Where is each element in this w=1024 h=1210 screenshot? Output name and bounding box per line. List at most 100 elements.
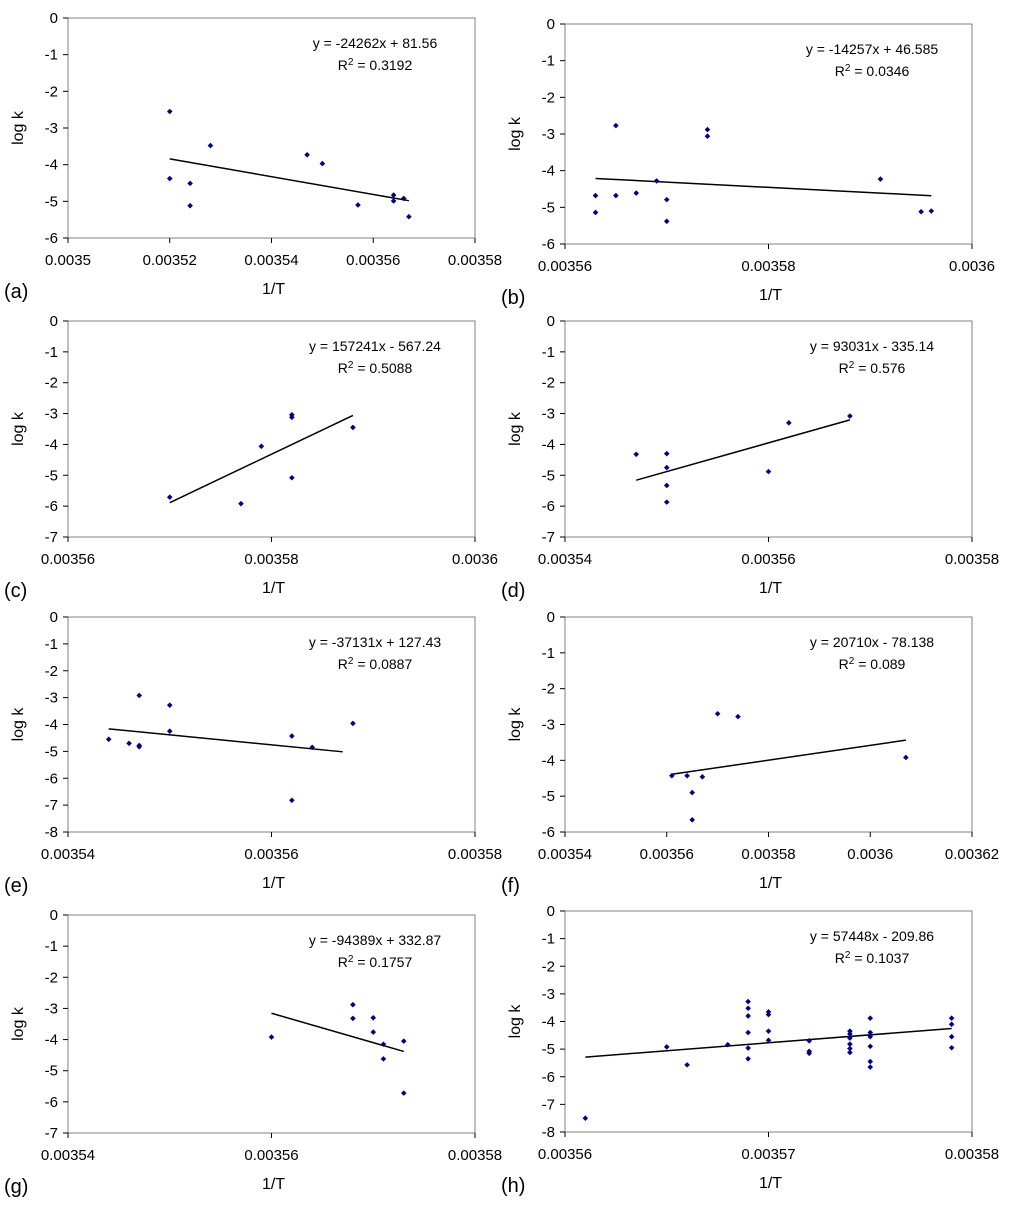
- y-tick-label: -4: [45, 436, 58, 453]
- data-point: [669, 772, 675, 779]
- r-squared-value: = 0.3192: [353, 57, 412, 73]
- y-tick-label: 0: [547, 313, 555, 330]
- r-squared-exponent: 2: [849, 656, 855, 667]
- y-tick-label: 0: [547, 903, 555, 920]
- data-point: [928, 208, 935, 214]
- data-point: [400, 1038, 407, 1044]
- panel-label: (d): [501, 580, 525, 602]
- data-point: [268, 1034, 275, 1040]
- data-point: [613, 192, 619, 199]
- data-point: [948, 1021, 955, 1028]
- trend-line: [636, 419, 851, 481]
- data-point: [380, 1041, 387, 1048]
- x-tick-label: 0.0035: [45, 252, 91, 269]
- panel-label: (g): [4, 1176, 28, 1198]
- x-tick-label: 0.00354: [538, 551, 592, 568]
- r-squared-exponent: 2: [348, 656, 354, 667]
- r-squared-label: R2 = 0.1757: [338, 954, 413, 971]
- x-tick-label: 0.00358: [244, 551, 298, 568]
- y-axis-label: log k: [507, 411, 524, 446]
- x-tick-label: 0.00358: [945, 551, 999, 568]
- chart-panel-3: 0 -1 -2 -3 -4 -5 -6 -7 0.00356 0.00358 0.0036 1/T lo…: [4, 313, 498, 602]
- x-tick-label: 0.00358: [448, 1147, 502, 1164]
- y-tick-label: -5: [542, 467, 555, 484]
- y-tick-label: -7: [45, 1125, 58, 1142]
- data-point: [704, 133, 711, 139]
- data-point: [867, 1064, 874, 1070]
- data-point: [350, 1001, 356, 1008]
- r-squared-value: = 0.0887: [353, 656, 412, 672]
- r-squared-label: R2 = 0.5088: [338, 360, 413, 377]
- trend-line: [671, 739, 906, 776]
- chart-panel-2: 0 -1 -2 -3 -4 -5 -6 0.00356 0.00358 0.0036 1/T log …: [501, 16, 995, 309]
- y-tick-label: -5: [45, 193, 58, 210]
- trend-equation: y = -94389x + 332.87: [309, 932, 442, 948]
- trend-equation: y = 157241x - 567.24: [309, 338, 441, 354]
- plot-frame: [564, 23, 973, 245]
- data-point: [867, 1033, 874, 1040]
- y-tick-label: -1: [45, 47, 58, 64]
- data-point: [166, 175, 173, 182]
- trend-line: [595, 177, 932, 197]
- y-tick-label: -8: [542, 1124, 555, 1141]
- x-tick-label: 0.00358: [448, 252, 502, 269]
- data-point: [948, 1044, 955, 1051]
- data-point: [592, 209, 599, 216]
- data-point: [350, 1015, 356, 1022]
- y-tick-label: -7: [542, 1096, 555, 1113]
- data-point: [406, 213, 412, 220]
- trend-line: [169, 158, 409, 202]
- y-tick-label: -3: [542, 717, 555, 734]
- chart-panel-8: 0 -1 -2 -3 -4 -5 -6 -7 -8 0.00356 0.00357 0.00358 1/…: [501, 903, 999, 1197]
- x-axis-label: 1/T: [759, 875, 782, 892]
- y-tick-label: -3: [542, 986, 555, 1003]
- data-point: [806, 1038, 812, 1044]
- data-point: [745, 1055, 751, 1062]
- data-point: [903, 754, 909, 761]
- data-point: [847, 1041, 853, 1047]
- data-point: [380, 1056, 387, 1062]
- data-point: [136, 692, 143, 699]
- y-tick-label: -1: [542, 645, 555, 662]
- x-tick-label: 0.00358: [741, 846, 795, 863]
- y-axis-label: log k: [507, 707, 524, 742]
- y-tick-label: -4: [542, 436, 555, 453]
- y-axis-label: log k: [10, 707, 27, 742]
- x-tick-label: 0.00356: [244, 846, 298, 863]
- data-point: [714, 710, 721, 717]
- x-axis-label: 1/T: [759, 1175, 782, 1192]
- y-tick-label: -5: [45, 467, 58, 484]
- x-tick-label: 0.00356: [640, 846, 694, 863]
- data-point: [684, 772, 690, 779]
- r-squared-symbol: R: [835, 63, 845, 79]
- data-point: [207, 142, 214, 149]
- trend-equation: y = 20710x - 78.138: [810, 634, 934, 650]
- plot-frame: [67, 17, 476, 239]
- y-axis-label: log k: [10, 411, 27, 446]
- r-squared-symbol: R: [839, 360, 849, 376]
- data-point: [370, 1014, 377, 1021]
- y-tick-label: -8: [45, 824, 58, 841]
- data-point: [918, 208, 924, 215]
- x-tick-label: 0.00356: [244, 1147, 298, 1164]
- chart-panel-7: 0 -1 -2 -3 -4 -5 -6 -7 0.00354 0.00356 0.00358 1/T l…: [4, 907, 502, 1198]
- y-tick-label: -3: [542, 406, 555, 423]
- y-tick-label: -4: [542, 163, 555, 180]
- y-tick-label: -5: [45, 743, 58, 760]
- y-axis-label: log k: [10, 1006, 27, 1041]
- data-point: [126, 740, 132, 747]
- data-point: [867, 1043, 874, 1050]
- y-tick-label: -4: [45, 1032, 58, 1049]
- data-point: [735, 713, 741, 720]
- panel-label: (c): [4, 580, 27, 602]
- trend-equation: y = 57448x - 209.86: [810, 928, 934, 944]
- data-point: [847, 1031, 853, 1037]
- data-point: [745, 1013, 751, 1019]
- x-axis-label: 1/T: [759, 580, 782, 597]
- x-tick-label: 0.00356: [41, 551, 95, 568]
- y-tick-label: -2: [542, 375, 555, 392]
- y-tick-label: -4: [45, 157, 58, 174]
- panel-label: (h): [501, 1175, 525, 1197]
- r-squared-exponent: 2: [348, 360, 354, 371]
